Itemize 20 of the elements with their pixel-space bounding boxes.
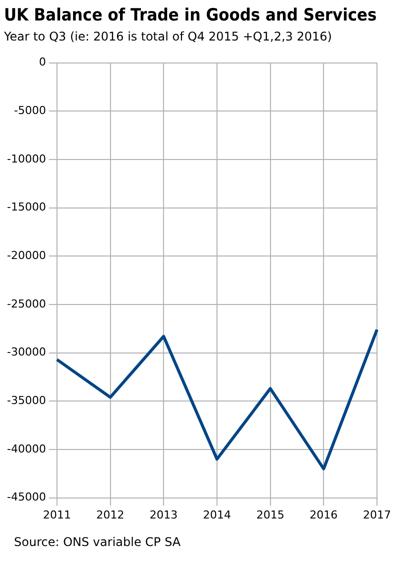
x-tick-label: 2015 [256,508,284,522]
y-tick-label: -25000 [6,297,46,310]
y-tick-label: 0 [38,56,46,69]
x-tick-label: 2016 [310,508,338,522]
y-tick-label: -45000 [6,490,46,504]
y-tick-label: -35000 [6,394,46,407]
chart-subtitle: Year to Q3 (ie: 2016 is total of Q4 2015 +Q1,2,3 2016) [3,30,332,44]
y-tick-label: -20000 [6,248,46,262]
y-tick-label: -15000 [6,200,46,214]
x-tick-label: 2013 [150,508,178,522]
x-tick-label: 2011 [42,508,71,522]
source-note: Source: ONS variable CP SA [14,535,181,549]
y-tick-label: -10000 [6,152,46,166]
y-tick-label: -5000 [14,104,46,117]
y-tick-label: -30000 [6,346,46,359]
x-tick-label: 2012 [96,508,124,522]
chart-title: UK Balance of Trade in Goods and Services [4,4,377,25]
x-tick-label: 2017 [363,508,391,522]
x-tick-label: 2014 [202,508,231,522]
y-tick-label: -40000 [6,442,46,456]
